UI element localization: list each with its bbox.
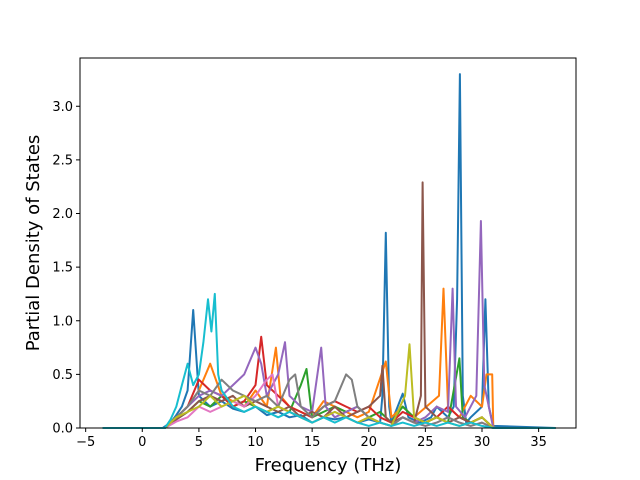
x-tick-label: 20 <box>360 435 377 450</box>
series-line-5 <box>102 220 556 429</box>
y-tick-label: 1.5 <box>52 261 73 276</box>
x-tick-label: 5 <box>195 435 203 450</box>
y-axis: 0.0 0.5 1.0 1.5 2.0 2.5 3.0 <box>52 100 80 437</box>
y-tick-label: 0.0 <box>52 422 73 437</box>
series-line-10 <box>102 292 556 429</box>
x-axis: −5 0 5 10 15 20 25 30 35 <box>76 428 547 450</box>
y-tick-label: 3.0 <box>52 100 73 115</box>
x-tick-label: 15 <box>304 435 321 450</box>
x-axis-label: Frequency (THz) <box>255 455 402 476</box>
x-tick-label: 30 <box>474 435 491 450</box>
x-tick-label: 25 <box>417 435 434 450</box>
x-tick-label: 0 <box>138 435 146 450</box>
y-tick-label: 2.0 <box>52 207 73 222</box>
y-tick-label: 0.5 <box>52 368 73 383</box>
y-axis-label: Partial Density of States <box>23 135 44 352</box>
y-tick-label: 1.0 <box>52 314 73 329</box>
series-layer <box>102 73 556 429</box>
plot-frame <box>79 57 577 429</box>
x-tick-label: −5 <box>76 435 95 450</box>
x-tick-label: 10 <box>247 435 264 450</box>
y-tick-label: 2.5 <box>52 153 73 168</box>
x-tick-label: 35 <box>530 435 547 450</box>
series-line-9 <box>102 343 556 429</box>
